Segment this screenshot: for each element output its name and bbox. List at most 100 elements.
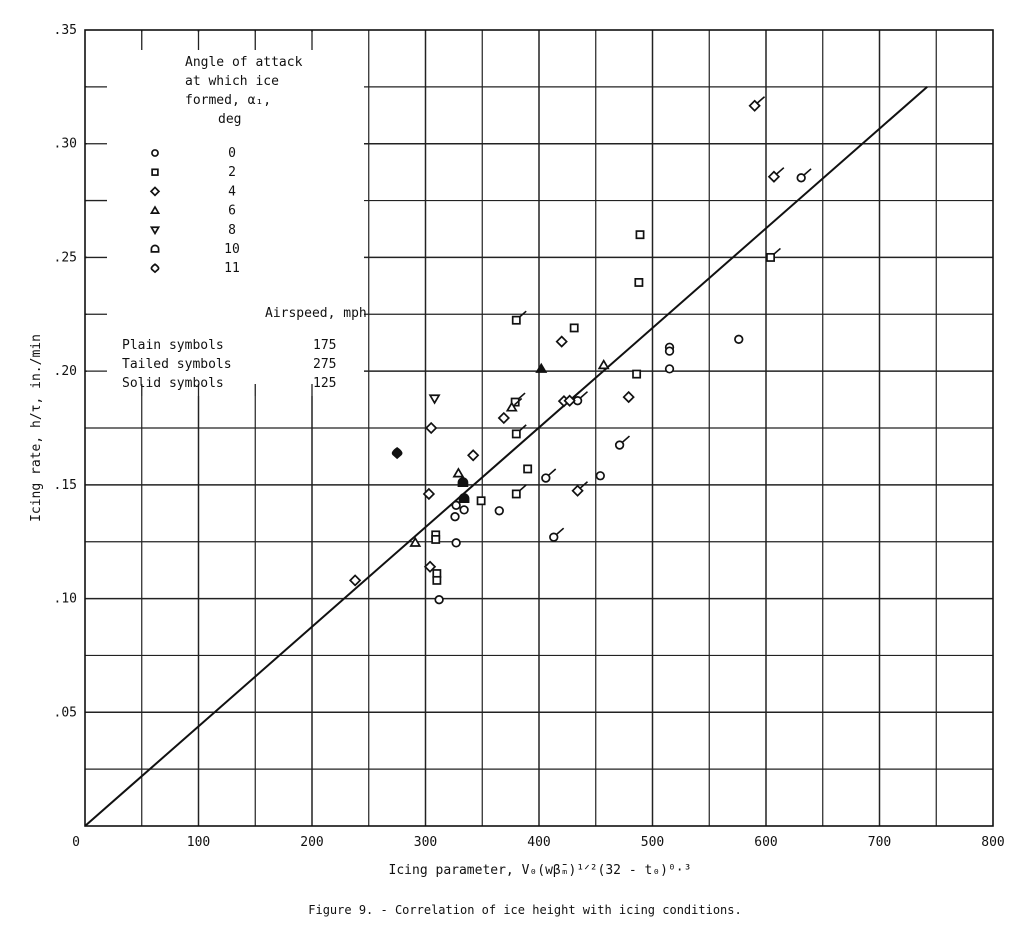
- square-marker: [431, 534, 441, 544]
- marker-tail: [772, 247, 781, 256]
- legend-airspeed-label: Solid symbols: [122, 376, 224, 391]
- diamond-marker: [425, 421, 438, 435]
- marker-tail: [579, 481, 589, 489]
- circle-marker: [451, 500, 461, 511]
- diamond-marker: [555, 335, 568, 348]
- legend-symbol-diamond: [149, 186, 161, 197]
- legend-symbol-square: [151, 168, 159, 176]
- circle-marker: [494, 506, 504, 516]
- data-point: [457, 477, 469, 488]
- data-point: [748, 96, 766, 112]
- legend-airspeed-value: 125: [313, 376, 336, 391]
- data-point: [476, 496, 486, 506]
- data-point: [569, 323, 579, 333]
- square-marker: [632, 369, 642, 379]
- diamond-marker: [748, 99, 761, 112]
- x-tick-label: 200: [300, 835, 323, 850]
- data-point: [767, 167, 785, 183]
- triangle-marker: [452, 467, 465, 478]
- circle-marker: [734, 334, 744, 344]
- square-marker: [511, 489, 521, 499]
- x-tick-label: 800: [981, 835, 1004, 850]
- triangle-marker: [409, 536, 422, 547]
- diamond-marker: [422, 487, 436, 501]
- data-point: [635, 230, 645, 240]
- marker-tail: [518, 484, 527, 492]
- data-point: [634, 277, 644, 287]
- x-tick-label: 300: [414, 835, 437, 850]
- marker-tail: [518, 424, 527, 432]
- y-tick-label: .35: [54, 23, 77, 38]
- legend-airspeed-value: 175: [313, 338, 336, 353]
- legend-angle-value: 10: [224, 242, 240, 257]
- data-point: [511, 310, 527, 325]
- marker-tail: [513, 397, 523, 406]
- data-point: [614, 435, 631, 450]
- triangle-marker: [505, 401, 518, 412]
- circle-marker: [796, 173, 806, 183]
- round-diamond-marker: [150, 263, 160, 274]
- circle-marker: [450, 512, 460, 522]
- legend-box: [87, 32, 364, 396]
- marker-tail: [547, 468, 557, 476]
- data-point: [595, 471, 605, 481]
- y-tick-label: .30: [54, 137, 77, 152]
- data-point: [458, 493, 470, 503]
- circle-marker: [151, 149, 159, 157]
- data-point: [664, 364, 675, 374]
- circle-marker: [541, 473, 551, 483]
- marker-tail: [518, 310, 527, 319]
- marker-tail: [621, 435, 631, 443]
- marker-tail: [555, 527, 565, 536]
- data-point: [450, 512, 460, 522]
- y-axis-label: Icing rate, h/τ, in./min: [29, 334, 44, 522]
- data-point: [664, 346, 675, 356]
- diamond-marker: [467, 449, 480, 462]
- circle-marker: [614, 440, 625, 450]
- square-marker: [569, 323, 579, 333]
- data-point: [391, 447, 403, 460]
- y-tick-labels: .05 .10 .15 .20 .25 .30 .35: [54, 23, 77, 720]
- x-axis-label: Icing parameter, V₀(wβ̄ₘ)¹ᐟ²(32 - t₀)⁰·³: [389, 863, 692, 878]
- marker-tail: [803, 168, 812, 176]
- data-point: [467, 449, 480, 462]
- data-point: [452, 467, 465, 478]
- diamond-marker: [767, 170, 781, 183]
- legend-angle-value: 6: [228, 204, 236, 219]
- dome-marker: [457, 477, 469, 488]
- legend-symbol-triangle: [149, 205, 161, 214]
- data-point: [632, 369, 642, 379]
- legend-symbol-dome: [150, 244, 160, 253]
- dome-marker: [150, 244, 160, 253]
- x-tick-label: 400: [527, 835, 550, 850]
- data-point: [549, 527, 565, 542]
- data-point: [572, 391, 589, 406]
- data-point: [432, 575, 442, 585]
- legend-symbol-round-diamond: [150, 263, 160, 274]
- square-marker: [432, 575, 442, 585]
- square-marker: [511, 315, 521, 325]
- legend-angle-title-1: Angle of attack: [185, 55, 303, 70]
- data-point: [451, 538, 461, 548]
- diamond-marker: [149, 186, 161, 197]
- legend-angle-value: 8: [228, 223, 236, 238]
- data-point: [622, 390, 635, 404]
- y-tick-label: .05: [54, 705, 77, 720]
- data-point: [348, 574, 362, 587]
- circle-marker: [434, 595, 444, 605]
- triangle-down-marker: [428, 394, 441, 405]
- legend-angle-value: 2: [228, 165, 236, 180]
- grid: [85, 30, 993, 826]
- data-point: [409, 536, 422, 547]
- legend-angle-value: 4: [228, 184, 236, 199]
- square-marker: [151, 168, 159, 176]
- legend-airspeed-label: Tailed symbols: [122, 357, 232, 372]
- circle-marker: [664, 346, 675, 356]
- diamond-marker: [423, 560, 437, 573]
- circle-marker: [595, 471, 605, 481]
- diamond-marker: [571, 484, 584, 497]
- legend-symbol-triangle-down: [149, 226, 161, 236]
- x-tick-label: 500: [641, 835, 664, 850]
- data-point: [734, 334, 744, 344]
- diamond-marker: [622, 390, 635, 404]
